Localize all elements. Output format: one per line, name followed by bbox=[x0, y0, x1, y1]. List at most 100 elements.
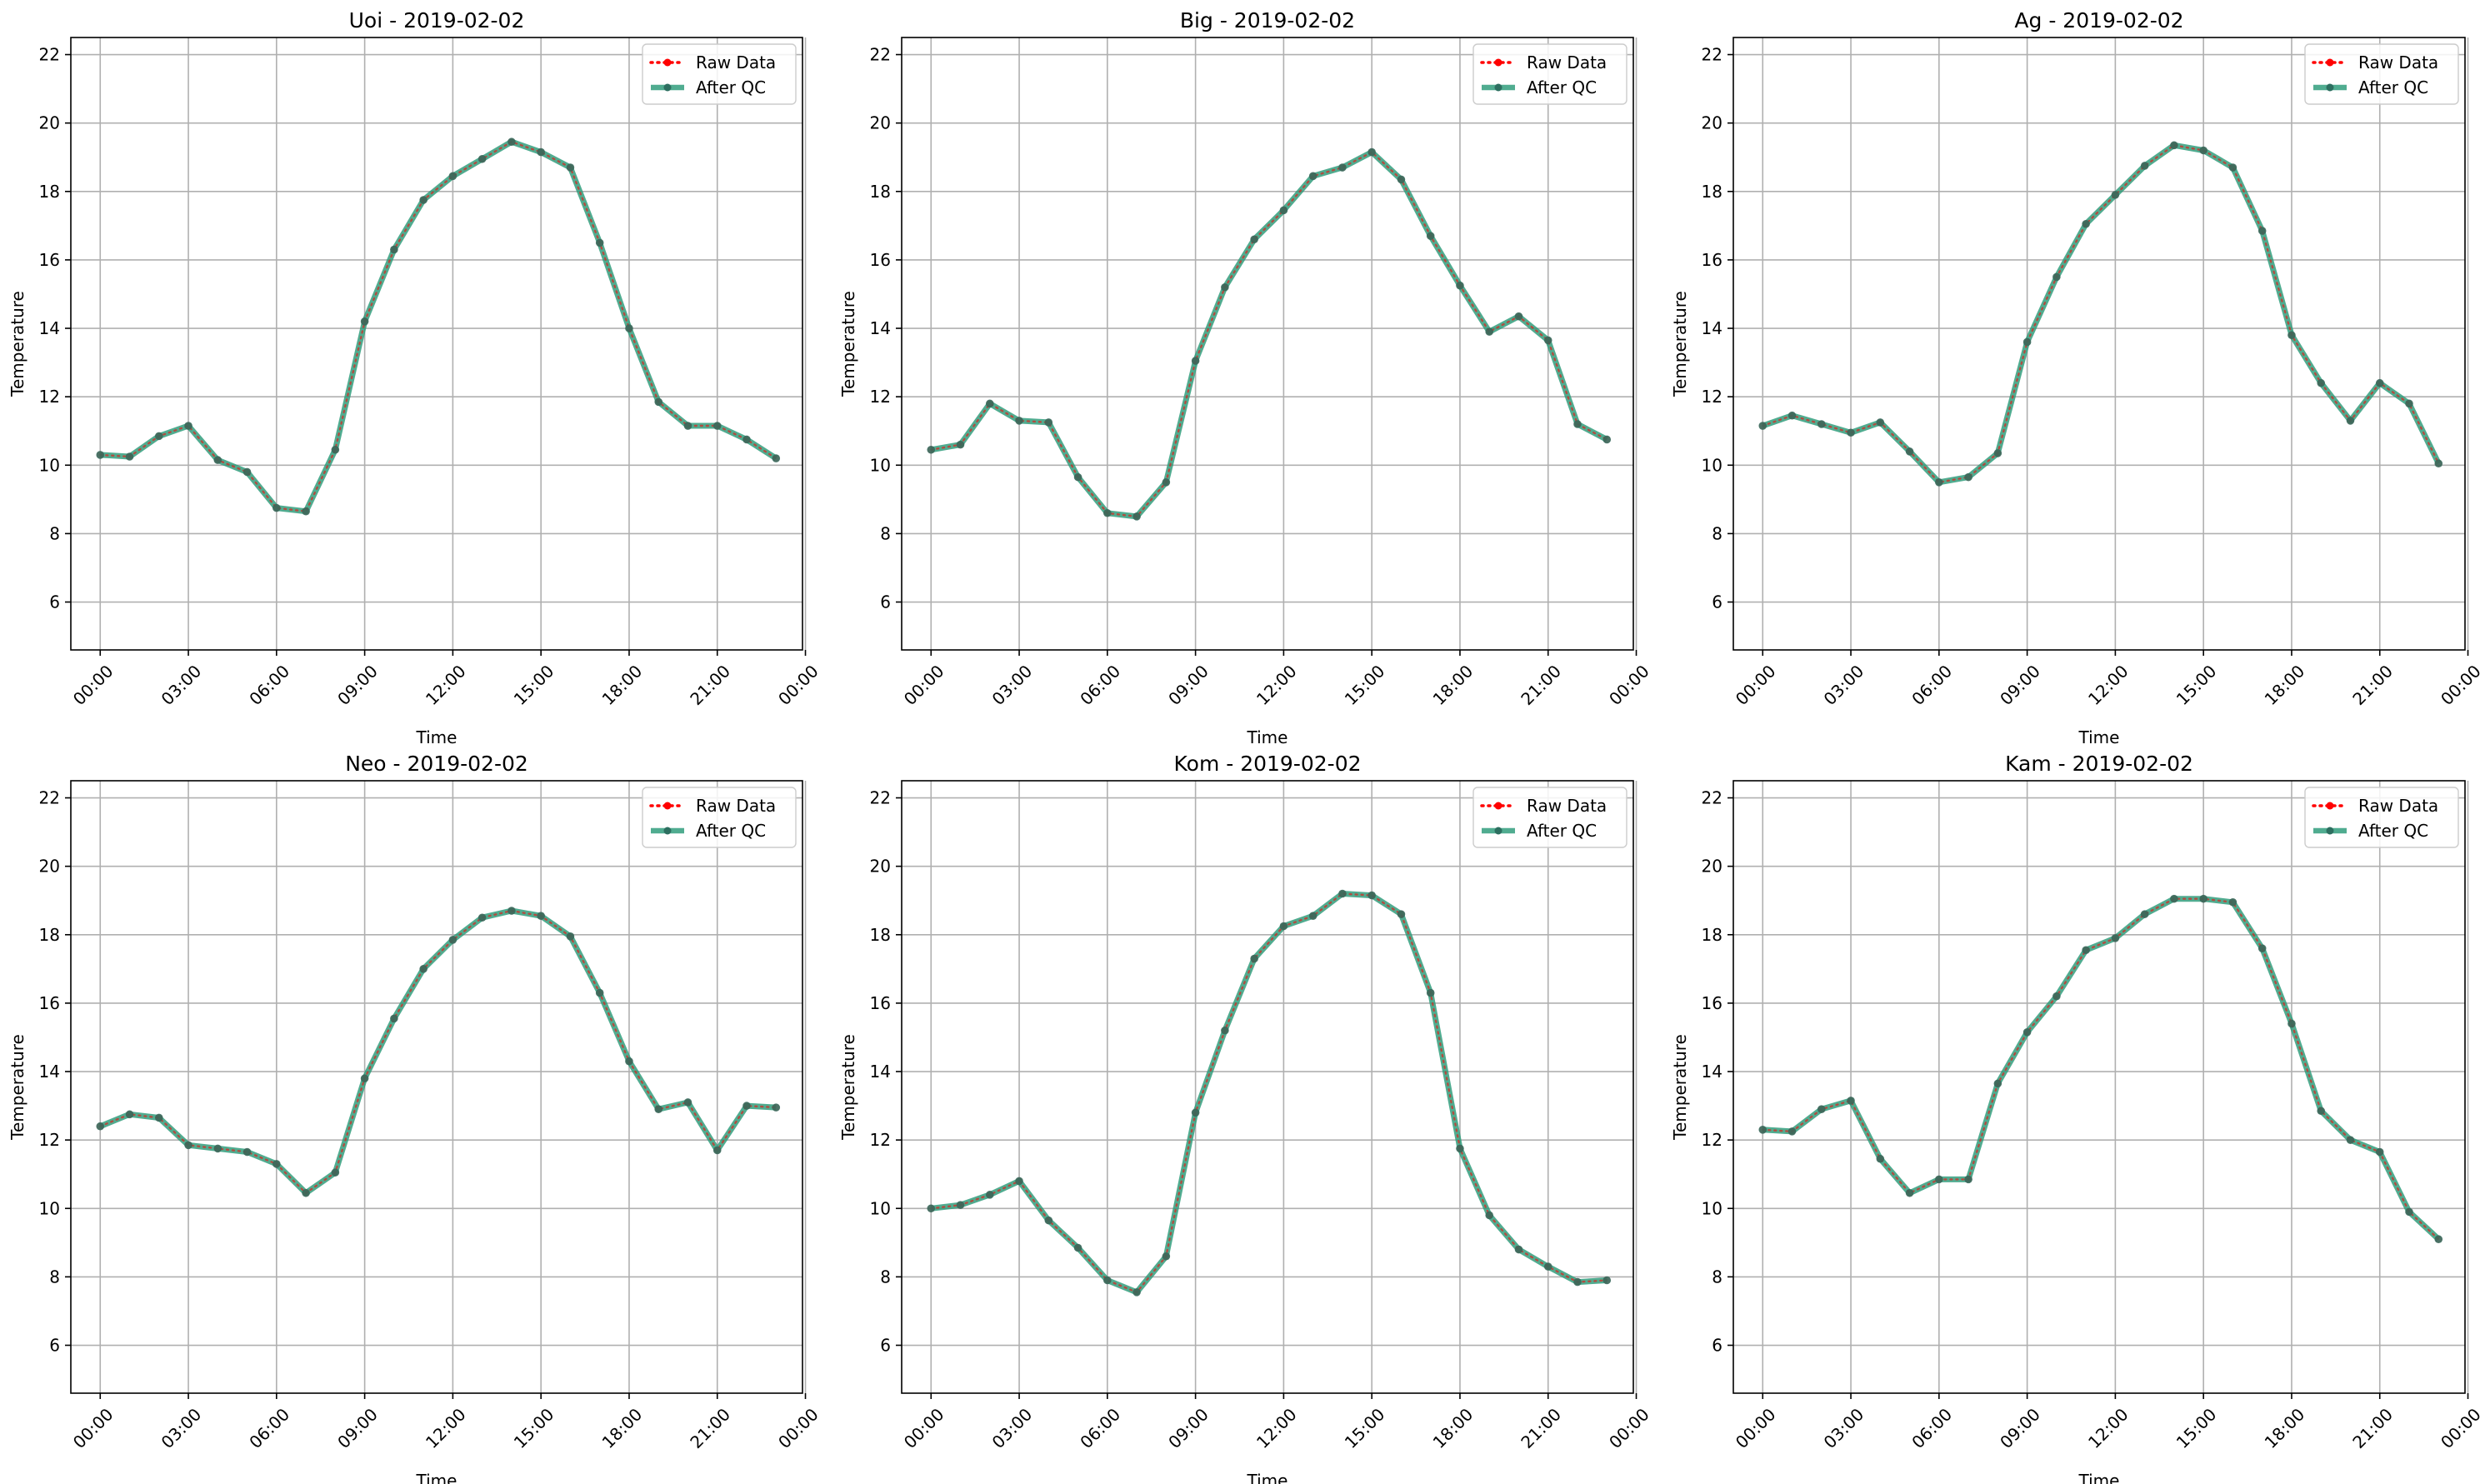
y-tick-label: 12 bbox=[39, 1130, 60, 1150]
y-tick-label: 22 bbox=[1702, 45, 1722, 65]
after-qc-point bbox=[2434, 1235, 2443, 1244]
y-tick-label: 8 bbox=[880, 523, 891, 543]
x-tick-label: 00:00 bbox=[2437, 661, 2485, 709]
axes-frame bbox=[901, 37, 1634, 651]
y-tick-label: 12 bbox=[870, 1130, 891, 1150]
after-qc-point bbox=[2258, 227, 2267, 235]
series-line-raw-data bbox=[930, 892, 1608, 1294]
series-line-raw-data bbox=[1762, 897, 2440, 1241]
x-tick-label: 21:00 bbox=[686, 1404, 734, 1452]
after-qc-point bbox=[1397, 175, 1406, 184]
after-qc-point bbox=[1935, 1175, 1943, 1184]
y-tick-label: 14 bbox=[39, 318, 60, 338]
after-qc-point bbox=[1573, 1277, 1582, 1287]
y-tick-label: 12 bbox=[870, 387, 891, 407]
after-qc-point bbox=[125, 1110, 134, 1119]
after-qc-point bbox=[1250, 954, 1258, 963]
after-qc-point bbox=[331, 1168, 340, 1177]
after-qc-point bbox=[595, 238, 604, 247]
after-qc-point bbox=[1456, 281, 1464, 290]
x-axis-label: Time bbox=[2078, 1471, 2120, 1484]
after-qc-point bbox=[2258, 944, 2267, 953]
subplot-title: Uoi - 2019-02-02 bbox=[349, 8, 525, 32]
y-tick-label: 22 bbox=[870, 788, 891, 808]
x-tick-label: 21:00 bbox=[1517, 1404, 1565, 1452]
after-qc-point bbox=[654, 397, 663, 407]
legend-label-raw-data: Raw Data bbox=[696, 796, 776, 816]
series-line-after-qc bbox=[1762, 896, 2441, 1242]
y-tick-label: 22 bbox=[1702, 788, 1722, 808]
y-tick-label: 18 bbox=[1702, 925, 1722, 945]
after-qc-point bbox=[2140, 162, 2149, 170]
axes-frame bbox=[1732, 780, 2466, 1394]
y-tick-label: 10 bbox=[870, 455, 891, 475]
legend-label-raw-data: Raw Data bbox=[696, 52, 776, 72]
y-tick-label: 16 bbox=[870, 250, 891, 270]
x-tick-label: 09:00 bbox=[1164, 661, 1212, 709]
after-qc-point bbox=[2052, 272, 2061, 282]
subplot-1: 6 8 10 12 14 16 18 20 22 00:00 03:00 06:00 09:00 12:0… bbox=[8, 8, 822, 747]
axes-frame bbox=[70, 780, 803, 1394]
x-tick-label: 09:00 bbox=[333, 661, 382, 709]
after-qc-point bbox=[537, 912, 545, 920]
y-tick-label: 20 bbox=[1702, 113, 1722, 133]
x-tick-label: 21:00 bbox=[686, 661, 734, 709]
legend-label-raw-data: Raw Data bbox=[1527, 52, 1607, 72]
after-qc-point bbox=[1485, 1211, 1494, 1220]
after-qc-point bbox=[1514, 312, 1523, 321]
after-qc-point bbox=[1279, 922, 1288, 931]
y-tick-label: 18 bbox=[39, 182, 60, 202]
y-tick-label: 16 bbox=[1702, 993, 1722, 1013]
after-qc-point bbox=[154, 1113, 163, 1122]
after-qc-point bbox=[1250, 235, 1258, 244]
x-tick-label: 00:00 bbox=[2437, 1404, 2485, 1452]
legend: Raw Data After QC bbox=[642, 43, 797, 105]
legend: Raw Data After QC bbox=[642, 787, 797, 848]
y-axis-label: Temperature bbox=[838, 291, 858, 397]
after-qc-point bbox=[1308, 172, 1318, 181]
y-axis-label: Temperature bbox=[1670, 291, 1690, 397]
x-axis-label: Time bbox=[2078, 727, 2120, 747]
legend-raw-marker bbox=[663, 58, 672, 67]
y-tick-label: 8 bbox=[1712, 1267, 1722, 1287]
x-tick-label: 06:00 bbox=[1908, 661, 1956, 709]
axes-frame bbox=[901, 780, 1634, 1394]
after-qc-point bbox=[1758, 422, 1768, 430]
legend-label-after-qc: After QC bbox=[1527, 821, 1597, 841]
after-qc-point bbox=[1397, 910, 1406, 918]
x-axis-label: Time bbox=[1247, 727, 1288, 747]
subplot-title: Neo - 2019-02-02 bbox=[345, 752, 528, 776]
after-qc-point bbox=[302, 507, 310, 516]
x-tick-label: 09:00 bbox=[1996, 661, 2044, 709]
after-qc-point bbox=[272, 503, 281, 512]
after-qc-point bbox=[2346, 1136, 2355, 1144]
x-tick-label: 09:00 bbox=[1164, 1404, 1212, 1452]
after-qc-point bbox=[2317, 1107, 2326, 1116]
legend-qc-marker bbox=[2326, 827, 2334, 835]
after-qc-point bbox=[1015, 1177, 1023, 1186]
y-tick-label: 8 bbox=[880, 1267, 891, 1287]
after-qc-point bbox=[96, 451, 105, 459]
y-tick-label: 20 bbox=[870, 113, 891, 133]
subplot-2: 6 8 10 12 14 16 18 20 22 00:00 03:00 06:00 09:00 12:0… bbox=[838, 8, 1653, 747]
after-qc-point bbox=[1993, 449, 2002, 457]
x-tick-label: 15:00 bbox=[2172, 1404, 2221, 1452]
after-qc-point bbox=[1876, 418, 1885, 427]
after-qc-point bbox=[2111, 934, 2120, 942]
y-tick-label: 20 bbox=[39, 857, 60, 877]
after-qc-point bbox=[1191, 1108, 1200, 1117]
x-tick-label: 12:00 bbox=[1252, 1404, 1301, 1452]
after-qc-point bbox=[1073, 1243, 1082, 1252]
after-qc-point bbox=[625, 324, 633, 332]
y-tick-label: 8 bbox=[49, 1267, 60, 1287]
after-qc-point bbox=[956, 1201, 965, 1209]
after-qc-point bbox=[2140, 910, 2149, 918]
legend-label-after-qc: After QC bbox=[2358, 77, 2428, 97]
after-qc-point bbox=[1847, 1097, 1855, 1105]
after-qc-point bbox=[1338, 889, 1347, 898]
y-tick-label: 14 bbox=[1702, 318, 1722, 338]
after-qc-point bbox=[1279, 206, 1288, 215]
after-qc-point bbox=[478, 913, 487, 922]
after-qc-point bbox=[272, 1160, 281, 1168]
series-line-after-qc bbox=[930, 149, 1608, 520]
